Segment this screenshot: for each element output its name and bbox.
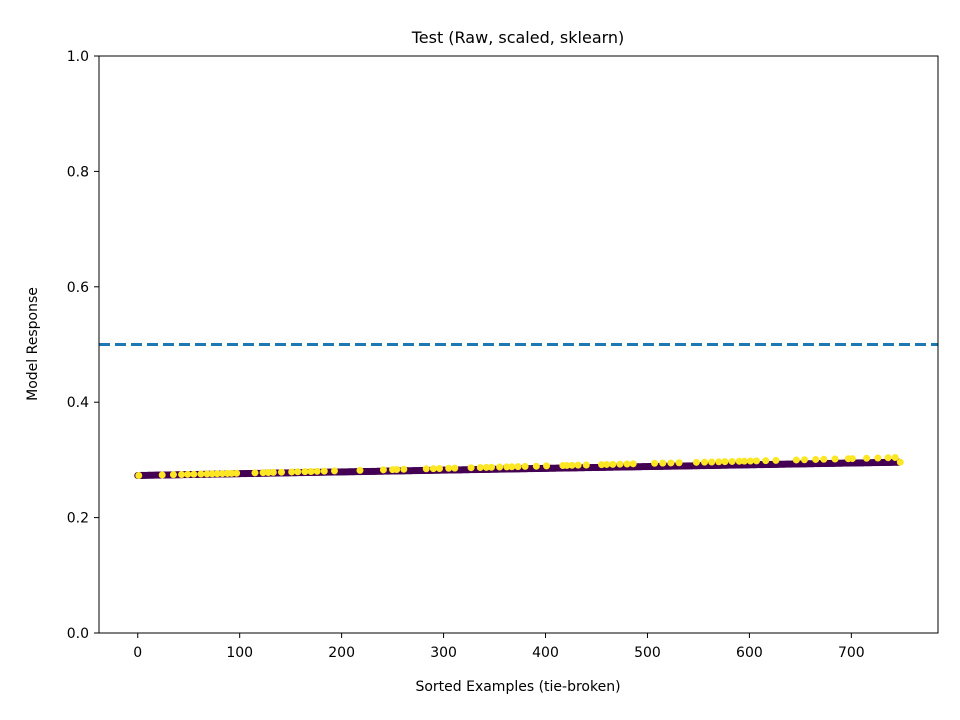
data-point-highlight [467, 464, 475, 472]
x-axis-label: Sorted Examples (tie-broken) [415, 679, 620, 695]
data-point-highlight [445, 464, 453, 472]
data-point-highlight [616, 460, 624, 468]
data-point-highlight [762, 457, 770, 465]
data-point-highlight [330, 467, 338, 475]
data-point-highlight [422, 465, 430, 473]
data-point-highlight [197, 470, 205, 478]
data-point-highlight [521, 462, 529, 470]
y-axis-label: Model Response [25, 287, 41, 401]
data-point-highlight [772, 456, 780, 464]
data-point-highlight [158, 471, 166, 479]
x-tick-label: 300 [430, 645, 457, 661]
data-point-highlight [435, 464, 443, 472]
data-point-highlight [288, 468, 296, 476]
data-point-highlight [740, 457, 748, 465]
data-point-highlight [800, 456, 808, 464]
data-point-highlight [178, 470, 186, 478]
data-point-highlight [667, 459, 675, 467]
chart-title: Test (Raw, scaled, sklearn) [411, 28, 625, 47]
data-point-highlight [574, 461, 582, 469]
data-point-highlight [651, 459, 659, 467]
data-point-highlight [708, 458, 716, 466]
data-point-highlight [393, 465, 401, 473]
data-point-highlight [190, 470, 198, 478]
data-point-highlight [623, 460, 631, 468]
y-tick-label: 0.6 [67, 280, 89, 296]
data-point-highlight [874, 454, 882, 462]
data-point-highlight [629, 460, 637, 468]
x-tick-label: 600 [736, 645, 763, 661]
data-point-highlight [277, 468, 285, 476]
x-tick-label: 400 [532, 645, 559, 661]
data-point-highlight [701, 458, 709, 466]
data-point-highlight [313, 467, 321, 475]
data-point-highlight [746, 457, 754, 465]
y-tick-label: 0.0 [67, 626, 89, 642]
data-point-highlight [476, 464, 484, 472]
x-tick-label: 100 [226, 645, 253, 661]
x-tick-label: 700 [838, 645, 865, 661]
data-point-highlight [609, 460, 617, 468]
data-point-highlight [514, 463, 522, 471]
plot-area [99, 343, 938, 479]
data-point-highlight [884, 454, 892, 462]
data-point-highlight [307, 467, 315, 475]
data-point-highlight [848, 455, 856, 463]
data-point-highlight [251, 469, 259, 477]
data-point-highlight [603, 460, 611, 468]
data-point-highlight [451, 464, 459, 472]
data-point-highlight [692, 458, 700, 466]
data-point-highlight [269, 468, 277, 476]
data-point-highlight [568, 461, 576, 469]
data-point-highlight [721, 458, 729, 466]
x-tick-label: 0 [133, 645, 142, 661]
data-point-highlight [831, 455, 839, 463]
data-point-highlight [863, 454, 871, 462]
data-point-highlight [496, 463, 504, 471]
data-point-highlight [400, 465, 408, 473]
data-point-highlight [320, 467, 328, 475]
data-point-highlight [659, 459, 667, 467]
x-tick-label: 200 [328, 645, 355, 661]
data-point-highlight [233, 469, 241, 477]
x-tick-label: 500 [634, 645, 661, 661]
y-tick-label: 0.2 [67, 511, 89, 527]
data-point-highlight [812, 455, 820, 463]
data-point-highlight [487, 463, 495, 471]
data-point-highlight [135, 471, 143, 479]
data-point-highlight [675, 459, 683, 467]
data-point-highlight [301, 468, 309, 476]
data-point-highlight [379, 466, 387, 474]
data-point-highlight [728, 457, 736, 465]
y-tick-label: 0.8 [67, 164, 89, 180]
data-point-highlight [184, 470, 192, 478]
data-point-highlight [715, 458, 723, 466]
y-tick-label: 1.0 [67, 49, 89, 65]
data-point-highlight [294, 468, 302, 476]
data-point-highlight [891, 454, 899, 462]
y-axis: 0.0 0.2 0.4 0.6 0.8 1.0 [67, 49, 99, 642]
data-point-highlight [356, 466, 364, 474]
data-point-highlight [543, 462, 551, 470]
y-tick-label: 0.4 [67, 395, 89, 411]
data-point-highlight [792, 456, 800, 464]
x-axis: 0 100 200 300 400 500 600 700 [133, 633, 865, 661]
data-point-highlight [532, 462, 540, 470]
data-point-highlight [508, 463, 516, 471]
data-point-highlight [169, 471, 177, 479]
plot-frame [98, 55, 939, 634]
data-point-highlight [429, 465, 437, 473]
data-point-highlight [753, 457, 761, 465]
data-point-highlight [896, 458, 904, 466]
data-point-highlight [820, 455, 828, 463]
data-point-highlight [582, 461, 590, 469]
